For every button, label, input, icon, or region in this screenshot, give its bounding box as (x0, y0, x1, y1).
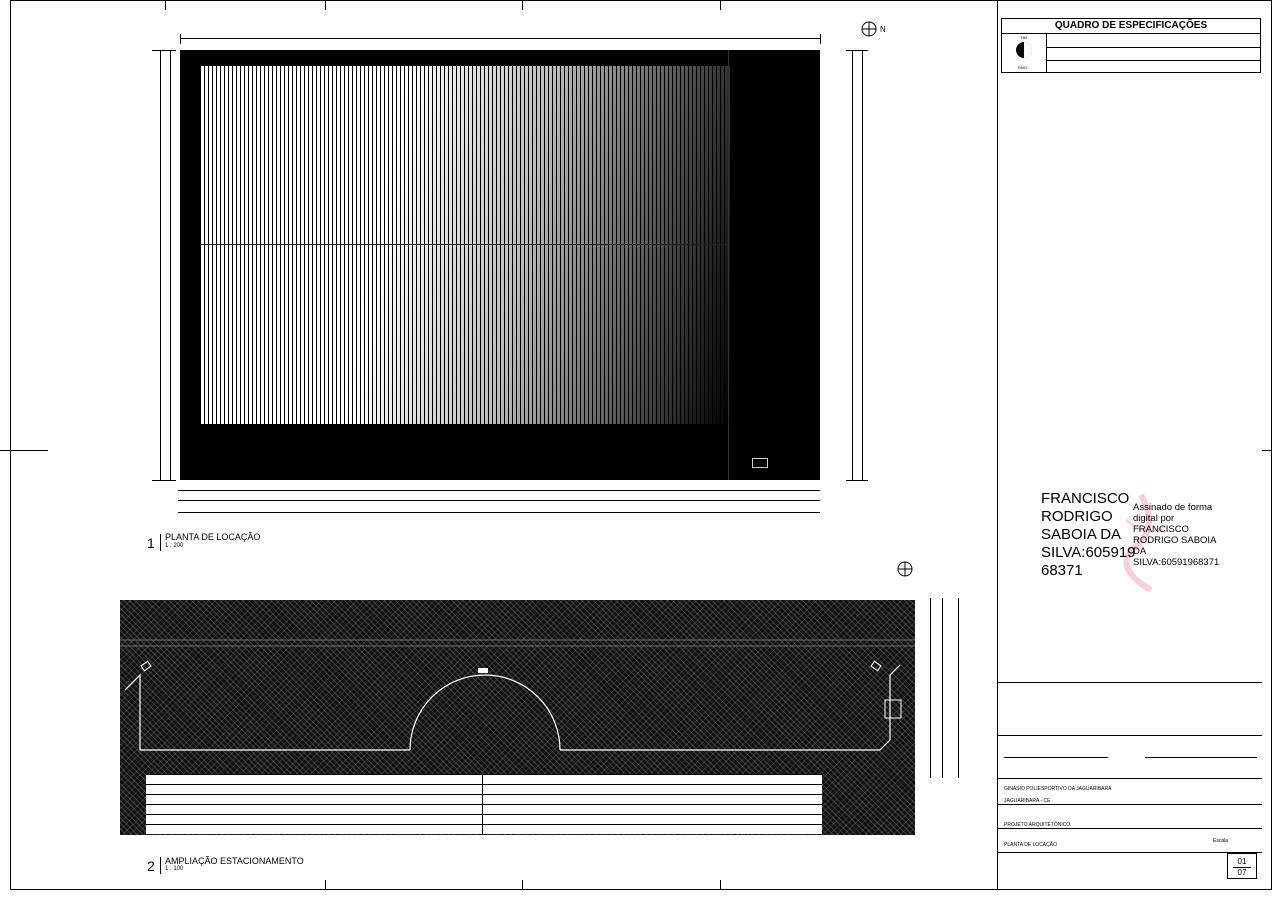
signature-note-line: Assinado de forma (1133, 502, 1213, 513)
signer-name-line: SABOIA DA (1041, 526, 1122, 543)
view2-title: AMPLIAÇÃO ESTACIONAMENTO (165, 856, 304, 866)
signer-name-line: FRANCISCO (1041, 490, 1130, 507)
view1-scale: 1 : 200 (165, 543, 184, 549)
logo-bottom-text: RNO (1018, 65, 1027, 70)
caption-separator (160, 857, 161, 874)
signature-note-line: DA (1133, 546, 1147, 557)
dimension-line (820, 34, 821, 44)
scale-label: Escala (1213, 838, 1229, 844)
north-arrow-icon: N (861, 21, 886, 37)
project-name: GINÁSIO POLIESPORTIVO DA JAGUARIBARA (1004, 786, 1112, 792)
spec-table-rule (1047, 60, 1260, 61)
view1-title: PLANTA DE LOCAÇÃO (165, 532, 261, 542)
spec-table-rule (1047, 47, 1260, 48)
title-block-rule (998, 682, 1262, 683)
sheet-number-box: 01 07 (1227, 853, 1257, 879)
dimension-line (170, 50, 171, 480)
north-arrow-icon (897, 561, 913, 577)
dimension-line (178, 490, 820, 491)
signature-note-line: SILVA:60591968371 (1133, 557, 1220, 568)
parking-area (120, 600, 915, 835)
dimension-line (152, 480, 176, 481)
parking-divider (482, 774, 483, 834)
logo-top-text: TIM (1020, 35, 1027, 40)
parking-stalls (146, 774, 822, 834)
title-block-rule (998, 852, 1262, 853)
grid-tick (522, 880, 523, 890)
dimension-line (862, 50, 863, 480)
dimension-line (846, 480, 868, 481)
dimension-line (160, 50, 161, 480)
sheet-title: PLANTA DE LOCAÇÃO (1004, 842, 1057, 848)
spec-table-rule (1046, 33, 1047, 73)
parking-curb-outline (120, 639, 915, 751)
project-phase: PROJETO ARQUITETÔNICO (1004, 822, 1071, 828)
annex-outline (728, 50, 729, 480)
dimension-line (180, 34, 181, 44)
signature-note-line: digital por (1133, 513, 1175, 524)
title-block-divider (997, 0, 998, 890)
digital-signature: FRANCISCO RODRIGO SABOIA DA SILVA:605919… (1041, 490, 1251, 600)
logo-emblem-icon (1016, 42, 1032, 58)
north-label: N (880, 25, 886, 34)
title-block-rule (998, 804, 1262, 805)
grid-tick (165, 0, 166, 10)
dimension-line (846, 50, 868, 51)
dimension-line (852, 50, 853, 480)
roof-striped-area (200, 66, 730, 424)
grid-tick (325, 0, 326, 10)
caption-separator (160, 534, 161, 551)
roof-ridge-line (200, 244, 730, 245)
signature-stamp-mark (1123, 493, 1168, 593)
spec-table-rule (1002, 33, 1260, 34)
grid-tick (0, 450, 48, 451)
project-location: JAGUARIBARA - CE (1004, 798, 1051, 804)
dimension-line (178, 512, 820, 513)
signer-name-line: SILVA:605919 (1041, 544, 1136, 561)
title-block-rule (998, 778, 1262, 779)
dimension-line (178, 500, 820, 501)
sheet-number: 01 (1237, 857, 1247, 866)
site-plan-building (180, 50, 820, 480)
dimension-line (958, 598, 959, 778)
dimension-line (942, 598, 943, 778)
dimension-line (930, 598, 931, 778)
title-block-rule (1145, 757, 1257, 758)
signer-name-line: 68371 (1041, 562, 1083, 579)
view2-scale: 1 : 100 (165, 866, 184, 872)
signer-name-line: RODRIGO (1041, 508, 1113, 525)
view1-caption: 1 (147, 535, 155, 553)
sheet-total: 07 (1237, 868, 1247, 877)
grid-tick (720, 0, 721, 10)
title-block-rule (1004, 757, 1108, 758)
grid-tick (720, 880, 721, 890)
grid-tick (325, 880, 326, 890)
spec-table-title: QUADRO DE ESPECIFICAÇÕES (1054, 20, 1208, 31)
spec-table: QUADRO DE ESPECIFICAÇÕES TIM RNO (1001, 18, 1261, 73)
view1-number: 1 (147, 535, 155, 551)
sheet-fraction-line (1233, 867, 1251, 868)
dimension-line (152, 50, 176, 51)
signature-note-line: FRANCISCO (1133, 524, 1189, 535)
grid-tick (522, 0, 523, 10)
dimension-line (180, 38, 820, 39)
view2-number: 2 (147, 858, 155, 874)
title-block-rule (998, 828, 1262, 829)
signature-note-line: RODRIGO SABOIA (1133, 535, 1217, 546)
title-block-rule (998, 735, 1262, 736)
grid-tick (1262, 450, 1272, 451)
annex-label-box (752, 458, 768, 468)
